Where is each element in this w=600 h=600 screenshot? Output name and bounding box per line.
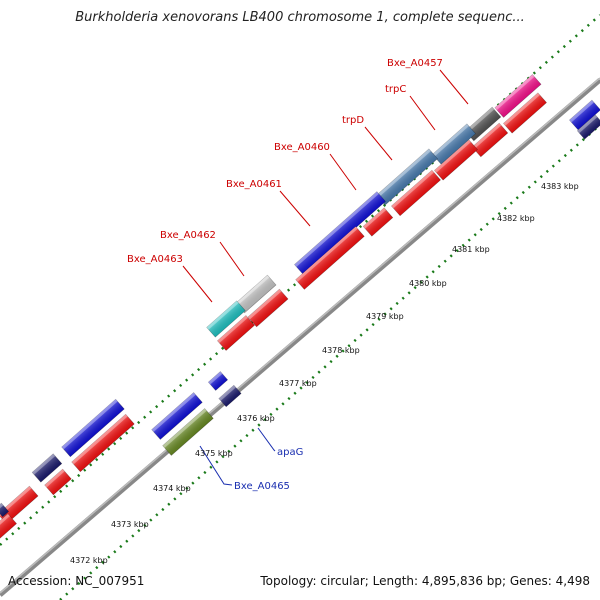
gene-block-bxe-a0461[interactable] [294, 191, 386, 275]
kbp-tick-label: 4376 kbp [237, 414, 275, 423]
gene-label-callouts: Bxe_A0457 trpC trpD Bxe_A0460 Bxe_A0461 Bxe_A… [127, 58, 469, 492]
kbp-tick-labels: 4372 kbp 4373 kbp 4374 kbp 4375 kbp 4376 kbp… [70, 182, 579, 565]
cds-block-5[interactable] [362, 207, 394, 237]
map-title: Burkholderia xenovorans LB400 chromosome… [75, 10, 525, 25]
kbp-tick-label: 4381 kbp [452, 245, 490, 254]
gene-block-bxe-a0457[interactable] [494, 74, 542, 118]
gene-label[interactable]: apaG [277, 447, 303, 458]
callout-line [329, 153, 357, 191]
gene-block-edge-lavender[interactable] [576, 114, 600, 140]
kbp-tick-label: 4382 kbp [497, 214, 535, 223]
gene-label[interactable]: Bxe_A0463 [127, 254, 183, 265]
gene-label[interactable]: Bxe_A0457 [387, 58, 443, 69]
kbp-tick-label: 4378 kbp [322, 346, 360, 355]
gene-block-edge-blue[interactable] [569, 99, 600, 131]
kbp-tick-label: 4373 kbp [111, 520, 149, 529]
gene-block-left-1[interactable] [61, 398, 125, 458]
gene-block-small-2[interactable] [218, 384, 242, 408]
kbp-tick-label: 4383 kbp [541, 182, 579, 191]
kbp-tick-label: 4379 kbp [366, 312, 404, 321]
gene-block-bxe-a0460[interactable] [376, 148, 438, 206]
cds-block-6[interactable] [295, 226, 365, 290]
gene-label[interactable]: Bxe_A0460 [274, 142, 330, 153]
cds-block-left-4[interactable] [0, 513, 17, 539]
accession-text: Accession: NC_007951 [8, 574, 145, 588]
kbp-tick-label: 4372 kbp [70, 556, 108, 565]
feature-track [0, 74, 600, 539]
kbp-tick-label: 4377 kbp [279, 379, 317, 388]
cds-block-8[interactable] [217, 315, 255, 351]
gene-block-trpd[interactable] [432, 123, 476, 165]
callout-line [409, 95, 436, 131]
kbp-tick-label: 4375 kbp [195, 449, 233, 458]
gene-label[interactable]: trpC [385, 84, 406, 95]
topology-summary: Topology: circular; Length: 4,895,836 bp… [260, 574, 590, 588]
kbp-tick-label: 4374 kbp [153, 484, 191, 493]
gene-block-left-2[interactable] [31, 453, 63, 483]
gene-label[interactable]: Bxe_A0462 [160, 230, 216, 241]
callout-line [364, 126, 393, 161]
gene-label[interactable]: Bxe_A0461 [226, 179, 282, 190]
gene-block-bxe-a0462[interactable] [235, 274, 277, 314]
cds-block-3[interactable] [434, 139, 478, 181]
gene-label[interactable]: trpD [342, 115, 364, 126]
cds-block-4[interactable] [391, 169, 441, 217]
callout-line [199, 445, 233, 486]
callout-line [219, 241, 245, 277]
cds-block-1[interactable] [503, 92, 547, 134]
cds-block-2[interactable] [471, 122, 509, 158]
gene-block-apag[interactable] [151, 392, 203, 440]
callout-line [439, 69, 469, 105]
genome-backbone [0, 77, 600, 597]
gene-block-bxe-a0463[interactable] [206, 300, 246, 338]
cds-block-left-1[interactable] [71, 413, 135, 473]
gene-label[interactable]: Bxe_A0465 [234, 481, 290, 492]
gene-block-left-edge[interactable] [0, 502, 10, 518]
callout-line [182, 265, 213, 303]
gene-block-bxe-a0465[interactable] [162, 408, 214, 456]
cds-block-left-2[interactable] [44, 468, 72, 496]
cds-block-7[interactable] [247, 288, 289, 328]
gene-block-small-1[interactable] [207, 371, 229, 391]
callout-line [279, 190, 311, 227]
kbp-tick-label: 4380 kbp [409, 279, 447, 288]
callout-line [257, 427, 276, 452]
